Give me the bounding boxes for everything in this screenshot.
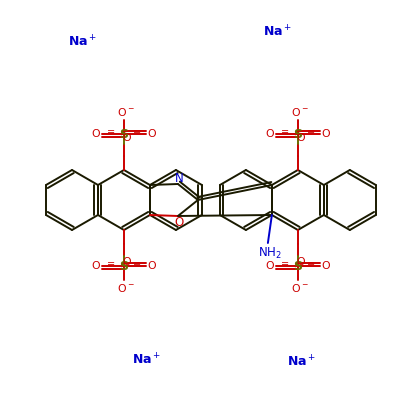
Text: =: =	[281, 127, 289, 137]
Text: O: O	[296, 257, 305, 267]
Text: O: O	[123, 133, 131, 143]
Text: =: =	[133, 259, 141, 269]
Text: O: O	[266, 261, 274, 271]
Text: O$^-$: O$^-$	[117, 106, 135, 118]
Text: O: O	[296, 133, 305, 143]
Text: O: O	[92, 261, 100, 271]
Text: =: =	[107, 259, 115, 269]
Text: S: S	[293, 128, 302, 140]
Text: Na$^+$: Na$^+$	[264, 24, 292, 40]
Text: O: O	[92, 129, 100, 139]
Text: O: O	[123, 257, 131, 267]
Text: O: O	[174, 216, 184, 230]
Text: Na$^+$: Na$^+$	[288, 354, 316, 370]
Text: =: =	[107, 127, 115, 137]
Text: N: N	[174, 172, 183, 186]
Text: O: O	[266, 129, 274, 139]
Text: =: =	[307, 127, 315, 137]
Text: Na$^+$: Na$^+$	[68, 34, 98, 50]
Text: =: =	[307, 259, 315, 269]
Text: O$^-$: O$^-$	[117, 282, 135, 294]
Text: O$^-$: O$^-$	[291, 282, 309, 294]
Text: O$^-$: O$^-$	[291, 106, 309, 118]
Text: S: S	[120, 128, 128, 140]
Text: Na$^+$: Na$^+$	[132, 352, 162, 368]
Text: =: =	[133, 127, 141, 137]
Text: O: O	[322, 261, 330, 271]
Text: =: =	[281, 259, 289, 269]
Text: S: S	[293, 260, 302, 272]
Text: S: S	[120, 260, 128, 272]
Text: O: O	[322, 129, 330, 139]
Text: O: O	[148, 129, 156, 139]
Text: O: O	[148, 261, 156, 271]
Text: NH$_2$: NH$_2$	[258, 246, 282, 260]
